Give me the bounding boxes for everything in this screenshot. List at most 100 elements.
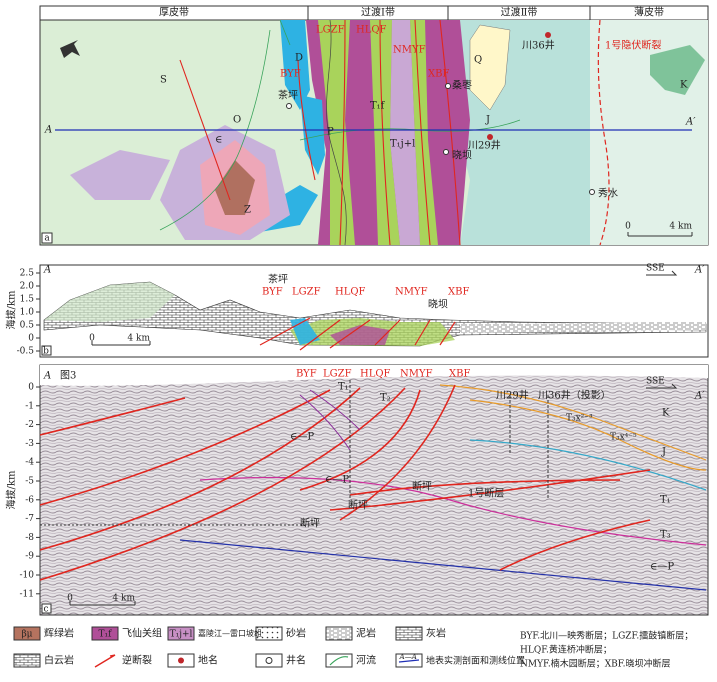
legend-label: 井名 bbox=[286, 654, 306, 667]
y-tick-label: 1.5 bbox=[20, 295, 35, 305]
y-tick-label: -1 bbox=[25, 401, 34, 411]
scale-label: 4 km bbox=[112, 594, 135, 604]
fault-label: NMYF bbox=[393, 45, 426, 56]
stratum-label: K bbox=[680, 80, 688, 91]
fault-label: BYF bbox=[262, 287, 283, 298]
scale-label: 4 km bbox=[669, 222, 692, 232]
direction: SSE bbox=[646, 377, 665, 387]
fault-label: NMYF bbox=[400, 369, 433, 380]
place-label: 茶坪 bbox=[278, 89, 298, 102]
legend-symbol: T₁f bbox=[99, 630, 113, 640]
fault-label: HLQF bbox=[335, 287, 366, 298]
panel-tag: a bbox=[44, 234, 50, 244]
stratum-label: T₁f bbox=[370, 101, 386, 112]
legend-label: 泥岩 bbox=[356, 627, 376, 640]
fault-label: LGZF bbox=[292, 287, 321, 298]
place-label: 秀水 bbox=[598, 188, 618, 200]
section-label: K bbox=[662, 408, 670, 419]
legend-symbol: βμ bbox=[21, 630, 32, 640]
y-tick-label: -6 bbox=[25, 495, 34, 505]
panel-tag: b bbox=[43, 347, 49, 357]
legend-note: NMYF.楠木园断层；XBF.晓坝冲断层 bbox=[520, 658, 670, 670]
section-label: 1号断层 bbox=[468, 487, 504, 500]
section-label: T₃x⁴⁻⁵ bbox=[610, 433, 637, 443]
stratum-label: P bbox=[327, 127, 334, 138]
panel-c: 海拔/km A 图3 A′ SSE BYF LGZF HLQF NMYF XBF… bbox=[5, 364, 709, 616]
y-tick-label: -8 bbox=[25, 533, 34, 543]
legend-note: BYF.北川—映秀断层；LGZF.擂鼓镇断层； bbox=[520, 630, 693, 642]
panel-b: 海拔/km A A′ SSE BYF LGZF HLQF NMYF XBF 茶坪… bbox=[5, 264, 709, 358]
stratum-label: Q bbox=[474, 55, 482, 66]
section-label: T₂ bbox=[380, 393, 391, 404]
stratum-label: T₁j+l bbox=[390, 139, 415, 150]
line-end: A bbox=[44, 125, 52, 136]
fault-name: 1号隐伏断裂 bbox=[605, 39, 661, 52]
y-tick-label: -3 bbox=[25, 439, 34, 449]
fault-label: XBF bbox=[448, 287, 469, 298]
stratum-label: Z bbox=[244, 205, 251, 216]
legend-symbol: A—A′ bbox=[399, 653, 419, 661]
legend: βμ T₁f T₁j+l A—A′ 辉绿岩 飞仙关组 嘉陵江—雷口坡组 砂岩 泥… bbox=[13, 626, 693, 670]
direction: SSE bbox=[646, 264, 665, 274]
place-label: 茶坪 bbox=[268, 273, 288, 286]
fault-label: XBF bbox=[449, 369, 470, 380]
legend-label: 嘉陵江—雷口坡组 bbox=[198, 628, 262, 638]
place-label: 川29井 bbox=[468, 139, 501, 152]
place-label: 晓坝 bbox=[428, 299, 448, 311]
fault-label: BYF bbox=[296, 369, 317, 380]
legend-label: 河流 bbox=[356, 654, 376, 667]
zone-label: 厚皮带 bbox=[159, 6, 189, 19]
line-end: A bbox=[43, 265, 51, 276]
section-label: T₁ bbox=[660, 495, 671, 506]
scale-label: 4 km bbox=[127, 334, 150, 344]
y-tick-label: -5 bbox=[25, 477, 34, 487]
legend-label: 砂岩 bbox=[286, 627, 306, 640]
place-label: 桑枣 bbox=[452, 80, 472, 92]
place-label: 晓坝 bbox=[452, 150, 472, 162]
stratum-label: O bbox=[233, 115, 241, 126]
legend-symbol: T₁j+l bbox=[170, 630, 193, 640]
legend-label: 地表实测剖面和测线位置 bbox=[426, 655, 525, 667]
y-tick-label: -0.5 bbox=[17, 347, 35, 357]
y-tick-label: -11 bbox=[20, 589, 35, 599]
scale-label: 0 bbox=[67, 594, 73, 604]
scale-label: 0 bbox=[89, 334, 95, 344]
section-label: ∈—P bbox=[290, 432, 314, 443]
axis-label: 海拔/km bbox=[5, 290, 18, 329]
zone-label: 过渡Ⅱ带 bbox=[501, 6, 538, 19]
fault-label: LGZF bbox=[323, 369, 352, 380]
scale-label: 0 bbox=[625, 222, 631, 232]
fault-label: NMYF bbox=[395, 287, 428, 298]
y-tick-label: -10 bbox=[20, 571, 35, 581]
line-end: A′ bbox=[685, 117, 696, 128]
line-end: A bbox=[43, 371, 51, 382]
zone-label: 薄皮带 bbox=[634, 6, 664, 19]
legend-label: 白云岩 bbox=[44, 654, 74, 667]
section-label: ∈—P bbox=[650, 562, 674, 573]
zone-label: 过渡Ⅰ带 bbox=[361, 6, 395, 19]
well-label: 川36井（投影） bbox=[538, 389, 611, 402]
axis-label: 海拔/km bbox=[5, 470, 18, 509]
legend-label: 辉绿岩 bbox=[44, 627, 74, 640]
panel-tag: c bbox=[43, 605, 48, 615]
y-tick-label: -9 bbox=[25, 552, 34, 562]
fault-label: HLQF bbox=[356, 25, 387, 36]
panel-a: 厚皮带 过渡Ⅰ带 过渡Ⅱ带 薄皮带 S D P O ∈ Z Q J K T₁f … bbox=[39, 5, 709, 246]
section-label: 断坪 bbox=[300, 517, 320, 530]
section-label: J bbox=[661, 447, 666, 458]
figure-ref: 图3 bbox=[60, 370, 76, 382]
y-tick-label: -2 bbox=[25, 420, 34, 430]
fault-label: BYF bbox=[280, 69, 301, 80]
section-label: T₃ bbox=[660, 530, 671, 541]
legend-label: 逆断裂 bbox=[122, 654, 152, 667]
place-label: 川36井 bbox=[522, 39, 555, 52]
stratum-label: ∈ bbox=[215, 135, 222, 146]
y-tick-label: 0 bbox=[28, 383, 34, 393]
stratum-label: J bbox=[485, 115, 490, 126]
y-tick-label: 2.5 bbox=[20, 269, 35, 279]
legend-label: 飞仙关组 bbox=[122, 627, 162, 640]
y-tick-label: 0 bbox=[28, 334, 34, 344]
line-end: A′ bbox=[694, 391, 705, 402]
legend-label: 灰岩 bbox=[426, 627, 446, 640]
y-tick-label: 0.5 bbox=[20, 321, 35, 331]
